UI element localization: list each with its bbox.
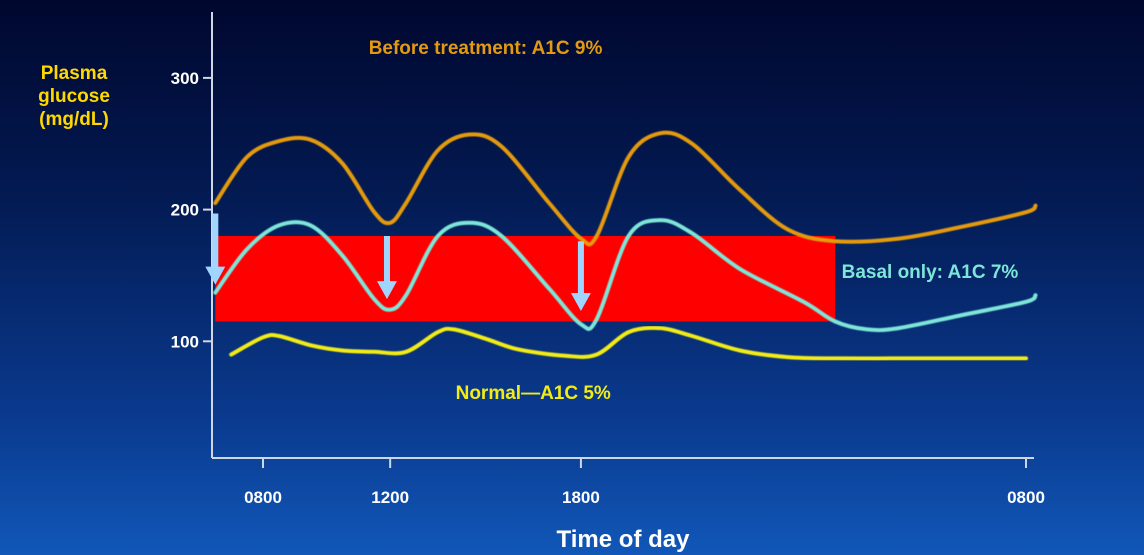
y-tick-label-3: 300 [171,69,199,88]
y-tick-label-2: 200 [171,201,199,220]
series-line-1 [213,130,1038,247]
series-annotation-2: Basal only: A1C 7% [842,262,1019,283]
y-axis-label-line-3: (mg/dL) [39,109,109,130]
down-arrow-2 [376,235,397,300]
down-arrow-3 [570,241,591,312]
down-arrow-1 [205,213,226,285]
x-tick-label-2: 1200 [371,488,409,507]
series-line-2 [213,218,1038,333]
y-axis-label-line-1: Plasma [40,63,108,84]
x-axis-label: Time of day [557,526,691,553]
series-line-3 [229,325,1028,361]
series-annotation-1: Before treatment: A1C 9% [369,38,603,59]
y-axis-label-line-2: glucose [38,86,110,107]
x-tick-label-1: 0800 [244,488,282,507]
y-tick-label-1: 100 [171,332,199,351]
x-tick-label-3: 1800 [562,488,600,507]
x-tick-label-4: 0800 [1007,488,1045,507]
target-range-band [215,235,836,322]
y-axis-label: Plasma glucose (mg/dL) [14,62,134,131]
series-annotation-3: Normal—A1C 5% [456,383,611,404]
